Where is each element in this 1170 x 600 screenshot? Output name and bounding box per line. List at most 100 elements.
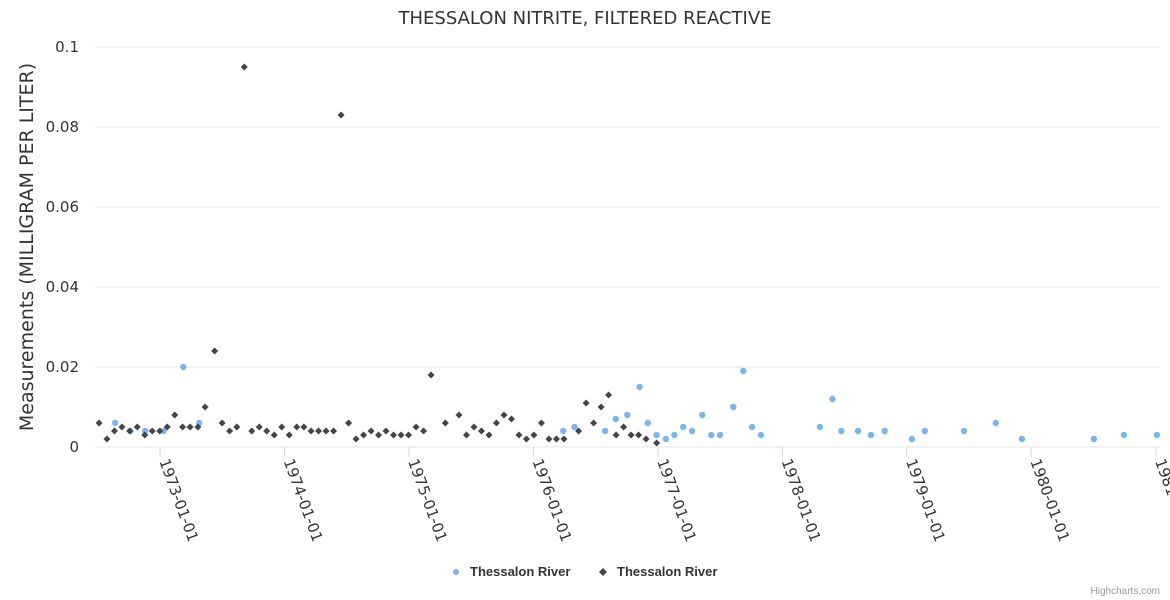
data-point-diamond[interactable] <box>530 431 538 439</box>
data-point-diamond[interactable] <box>500 411 508 419</box>
data-point-diamond[interactable] <box>211 347 219 355</box>
data-point-diamond[interactable] <box>582 399 590 407</box>
data-point-circle[interactable] <box>881 427 888 435</box>
data-point-diamond[interactable] <box>103 435 111 443</box>
data-point-circle[interactable] <box>160 427 167 435</box>
data-point-diamond[interactable] <box>179 423 187 431</box>
data-point-circle[interactable] <box>1153 431 1161 439</box>
data-point-circle[interactable] <box>699 411 706 419</box>
data-point-diamond[interactable] <box>612 431 620 439</box>
data-point-diamond[interactable] <box>575 427 583 435</box>
data-point-circle[interactable] <box>740 367 747 375</box>
data-point-diamond[interactable] <box>635 431 643 439</box>
data-point-diamond[interactable] <box>375 431 383 439</box>
data-point-diamond[interactable] <box>345 419 353 427</box>
data-point-circle[interactable] <box>612 415 619 423</box>
data-point-circle[interactable] <box>644 419 651 427</box>
data-point-diamond[interactable] <box>240 63 248 71</box>
data-point-diamond[interactable] <box>186 423 194 431</box>
data-point-diamond[interactable] <box>367 427 375 435</box>
data-point-diamond[interactable] <box>462 431 470 439</box>
data-point-circle[interactable] <box>908 435 916 443</box>
data-point-diamond[interactable] <box>605 391 613 399</box>
data-point-diamond[interactable] <box>560 435 568 443</box>
data-point-circle[interactable] <box>1090 435 1098 443</box>
data-point-diamond[interactable] <box>307 427 315 435</box>
data-point-diamond[interactable] <box>293 423 301 431</box>
data-point-diamond[interactable] <box>537 419 545 427</box>
data-point-diamond[interactable] <box>141 431 149 439</box>
data-point-diamond[interactable] <box>226 427 234 435</box>
data-point-circle[interactable] <box>816 423 824 431</box>
data-point-circle[interactable] <box>560 427 567 435</box>
data-point-diamond[interactable] <box>427 371 435 379</box>
data-point-diamond[interactable] <box>620 423 628 431</box>
legend-item-series-2[interactable]: Thessalon River <box>599 564 717 579</box>
data-point-circle[interactable] <box>867 431 875 439</box>
data-point-circle[interactable] <box>601 427 609 435</box>
data-point-diamond[interactable] <box>470 423 478 431</box>
data-point-diamond[interactable] <box>263 427 271 435</box>
data-point-diamond[interactable] <box>194 423 202 431</box>
data-point-diamond[interactable] <box>255 423 263 431</box>
data-point-circle[interactable] <box>992 419 999 427</box>
data-point-diamond[interactable] <box>507 415 515 423</box>
data-point-circle[interactable] <box>707 431 715 439</box>
data-point-diamond[interactable] <box>382 427 390 435</box>
data-point-circle[interactable] <box>960 427 968 435</box>
data-point-diamond[interactable] <box>485 431 493 439</box>
data-point-circle[interactable] <box>757 431 765 439</box>
data-point-diamond[interactable] <box>397 431 405 439</box>
data-point-circle[interactable] <box>180 363 187 371</box>
data-point-diamond[interactable] <box>278 423 286 431</box>
data-point-diamond[interactable] <box>337 111 345 119</box>
data-point-diamond[interactable] <box>441 419 449 427</box>
data-point-circle[interactable] <box>111 419 119 427</box>
data-point-diamond[interactable] <box>492 419 500 427</box>
data-point-circle[interactable] <box>921 427 929 435</box>
data-point-diamond[interactable] <box>163 423 171 431</box>
data-point-diamond[interactable] <box>201 403 209 411</box>
data-point-diamond[interactable] <box>233 423 241 431</box>
data-point-diamond[interactable] <box>300 423 308 431</box>
data-point-circle[interactable] <box>671 431 678 439</box>
data-point-circle[interactable] <box>748 423 756 431</box>
data-point-diamond[interactable] <box>477 427 485 435</box>
data-point-circle[interactable] <box>636 383 643 391</box>
data-point-diamond[interactable] <box>148 427 156 435</box>
data-point-diamond[interactable] <box>126 427 134 435</box>
data-point-diamond[interactable] <box>248 427 256 435</box>
data-point-circle[interactable] <box>730 403 737 411</box>
data-point-diamond[interactable] <box>285 431 293 439</box>
data-point-circle[interactable] <box>838 427 845 435</box>
legend-item-series-1[interactable]: Thessalon River <box>453 564 570 579</box>
data-point-diamond[interactable] <box>330 427 338 435</box>
data-point-diamond[interactable] <box>133 423 141 431</box>
data-point-diamond[interactable] <box>412 423 420 431</box>
data-point-diamond[interactable] <box>405 431 413 439</box>
data-point-circle[interactable] <box>662 435 670 443</box>
data-point-diamond[interactable] <box>653 439 661 447</box>
data-point-diamond[interactable] <box>352 435 360 443</box>
data-point-circle[interactable] <box>653 431 660 439</box>
data-point-diamond[interactable] <box>95 419 103 427</box>
data-point-diamond[interactable] <box>118 423 126 431</box>
data-point-diamond[interactable] <box>110 427 118 435</box>
data-point-diamond[interactable] <box>522 435 530 443</box>
credits-link[interactable]: Highcharts.com <box>1091 586 1160 597</box>
data-point-diamond[interactable] <box>360 431 368 439</box>
data-point-circle[interactable] <box>1018 435 1026 443</box>
data-point-diamond[interactable] <box>218 419 226 427</box>
data-point-diamond[interactable] <box>270 431 278 439</box>
data-point-circle[interactable] <box>688 427 696 435</box>
data-point-diamond[interactable] <box>627 431 635 439</box>
data-point-circle[interactable] <box>854 427 862 435</box>
data-point-diamond[interactable] <box>322 427 330 435</box>
data-point-circle[interactable] <box>716 431 724 439</box>
data-point-diamond[interactable] <box>156 427 164 435</box>
data-point-diamond[interactable] <box>455 411 463 419</box>
data-point-circle[interactable] <box>829 395 836 403</box>
data-point-circle[interactable] <box>624 411 631 419</box>
data-point-circle[interactable] <box>1120 431 1128 439</box>
data-point-diamond[interactable] <box>315 427 323 435</box>
